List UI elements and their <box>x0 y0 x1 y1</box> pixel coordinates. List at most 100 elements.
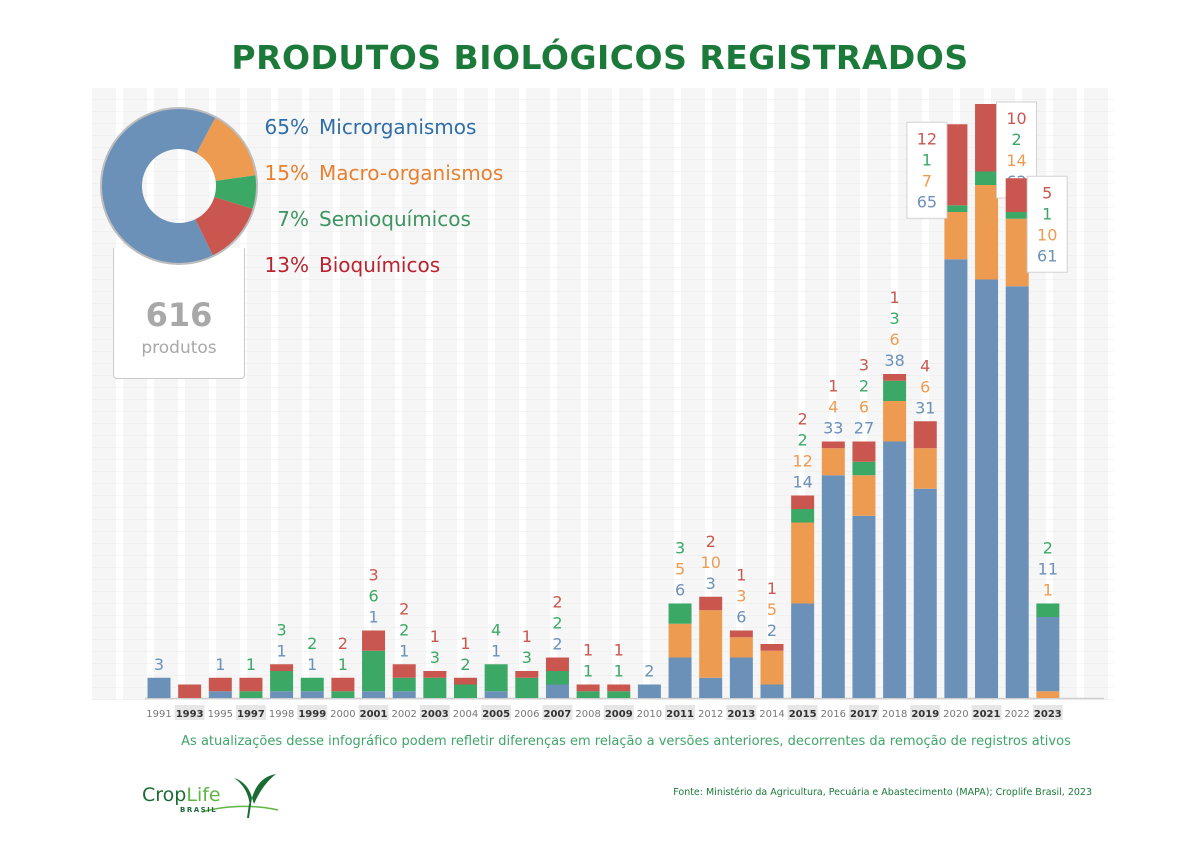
tick-highlight <box>910 705 941 720</box>
bar-microrganismos-2022 <box>1005 286 1029 698</box>
tick-label-1999: 1999 <box>298 709 326 720</box>
data-label-2015-bioquimicos: 2 <box>798 410 808 429</box>
data-label-2004-bioquimicos: 1 <box>460 634 470 653</box>
bar-microrganismos-2010 <box>637 684 661 698</box>
bar-macro-organismos-2011 <box>668 623 692 658</box>
bar-macro-organismos-2012 <box>699 610 723 678</box>
sprout-icon <box>201 774 279 818</box>
bar-semioquimicos-2004 <box>454 684 477 698</box>
logo-wordmark: CropLife <box>142 784 221 806</box>
tick-label-1993: 1993 <box>176 709 204 720</box>
bar-microrganismos-2012 <box>699 677 723 698</box>
bar-semioquimicos-2003 <box>423 677 447 698</box>
bar-microrganismos-2002 <box>392 691 416 698</box>
data-label-2005-microrganismos: 1 <box>491 641 501 660</box>
data-label-2008-bioquimicos: 1 <box>583 641 593 660</box>
bar-microrganismos-2014 <box>760 684 784 698</box>
bar-bioquimicos-2016 <box>821 441 845 449</box>
data-label-2017-semioquimicos: 2 <box>859 377 869 396</box>
bar-microrganismos-2018 <box>883 441 907 698</box>
donut-chart <box>100 107 258 265</box>
bar-semioquimicos-2011 <box>668 603 692 624</box>
data-label-2016-macro-organismos: 4 <box>828 398 838 417</box>
tick-label-2018: 2018 <box>882 709 907 720</box>
tick-label-2011: 2011 <box>666 709 694 720</box>
bar-microrganismos-1995 <box>208 691 232 698</box>
tick-label-2016: 2016 <box>821 709 846 720</box>
bar-semioquimicos-2023 <box>1036 603 1060 617</box>
tick-highlight <box>848 705 879 720</box>
logo-crop: Crop <box>142 784 187 806</box>
data-label-2010-microrganismos: 2 <box>644 662 654 681</box>
data-label-2023-macro-organismos: 1 <box>1043 581 1053 600</box>
tick-highlight <box>726 705 757 720</box>
bar-microrganismos-2001 <box>362 691 386 698</box>
data-label-2015-macro-organismos: 12 <box>792 452 812 471</box>
tick-label-2004: 2004 <box>453 709 478 720</box>
legend-label: Bioquímicos <box>319 253 441 277</box>
data-label-2017-macro-organismos: 6 <box>859 398 869 417</box>
bar-bioquimicos-1997 <box>239 677 263 692</box>
bar-bioquimicos-2021 <box>975 104 999 172</box>
donut-slice-macro-organismos <box>196 117 257 181</box>
legend-label: Microrganismos <box>319 115 477 139</box>
data-label-2005-semioquimicos: 4 <box>491 620 501 639</box>
tick-label-2013: 2013 <box>727 709 755 720</box>
tick-highlight <box>542 705 573 720</box>
data-label-2014-macro-organismos: 5 <box>767 600 777 619</box>
data-label-2009-bioquimicos: 1 <box>614 641 624 660</box>
bar-microrganismos-1991 <box>147 677 171 698</box>
bar-semioquimicos-2021 <box>975 171 999 185</box>
data-label-1997-semioquimicos: 1 <box>246 655 256 674</box>
legend-label: Semioquímicos <box>319 207 471 231</box>
tick-highlight <box>297 705 328 720</box>
bar-semioquimicos-1997 <box>239 691 263 698</box>
tick-label-2001: 2001 <box>360 709 388 720</box>
bar-macro-organismos-2014 <box>760 650 784 685</box>
legend-item-microrganismos: 65% Microrganismos <box>255 115 477 139</box>
tick-highlight <box>1032 705 1063 720</box>
data-label-2007-microrganismos: 2 <box>552 635 562 654</box>
logo-life: Life <box>186 784 221 806</box>
tick-highlight <box>971 705 1002 720</box>
data-label-1991-microrganismos: 3 <box>154 655 164 674</box>
bar-bioquimicos-2001 <box>362 630 386 651</box>
data-label-2002-microrganismos: 1 <box>399 641 409 660</box>
tick-label-2010: 2010 <box>637 709 662 720</box>
bar-semioquimicos-2002 <box>392 677 416 692</box>
data-label-2003-bioquimicos: 1 <box>430 627 440 646</box>
tick-highlight <box>235 705 266 720</box>
bar-microrganismos-1999 <box>300 691 324 698</box>
tick-label-2012: 2012 <box>698 709 723 720</box>
data-label-2001-microrganismos: 1 <box>368 608 378 627</box>
data-label-2016-microrganismos: 33 <box>823 419 843 438</box>
tick-label-2014: 2014 <box>759 709 784 720</box>
tick-label-2017: 2017 <box>850 709 878 720</box>
bar-microrganismos-2015 <box>791 603 815 698</box>
data-label-2017-microrganismos: 27 <box>854 419 874 438</box>
data-label-1998-semioquimicos: 3 <box>277 620 287 639</box>
data-label-2023-microrganismos: 11 <box>1038 560 1058 579</box>
legend-pct: 65% <box>264 115 309 139</box>
tick-label-2005: 2005 <box>482 709 510 720</box>
tick-label-1998: 1998 <box>269 709 294 720</box>
legend-item-semioquimicos: 7% Semioquímicos <box>255 207 471 231</box>
data-label-2008-semioquimicos: 1 <box>583 662 593 681</box>
bar-semioquimicos-2018 <box>883 380 907 401</box>
logo-subtitle: BRASIL <box>180 806 218 814</box>
page-title: PRODUTOS BIOLÓGICOS REGISTRADOS <box>231 38 969 77</box>
bar-semioquimicos-2006 <box>515 677 539 698</box>
bar-macro-organismos-2017 <box>852 475 876 516</box>
tick-label-2003: 2003 <box>421 709 449 720</box>
tick-highlight <box>603 705 634 720</box>
data-label-2002-semioquimicos: 2 <box>399 620 409 639</box>
bar-bioquimicos-2015 <box>791 495 815 509</box>
tick-label-2021: 2021 <box>973 709 1001 720</box>
data-label-2020-macro-organismos: 7 <box>922 171 932 190</box>
data-label-2014-microrganismos: 2 <box>767 621 777 640</box>
bar-semioquimicos-1998 <box>270 671 294 692</box>
donut-slice-semioquimicos <box>214 175 257 210</box>
bar-macro-organismos-2021 <box>975 185 999 280</box>
bar-macro-organismos-2016 <box>821 448 845 476</box>
data-label-2013-macro-organismos: 3 <box>736 587 746 606</box>
